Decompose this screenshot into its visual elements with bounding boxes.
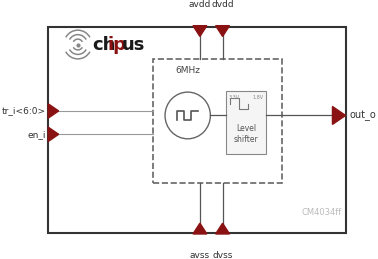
- Text: tr_i<6:0>: tr_i<6:0>: [2, 106, 46, 116]
- Text: CM4034ff: CM4034ff: [302, 208, 342, 217]
- Text: us: us: [121, 35, 145, 54]
- Bar: [48, 27, 346, 233]
- Text: 3.3V: 3.3V: [229, 95, 240, 100]
- Polygon shape: [193, 26, 207, 37]
- Text: ip: ip: [107, 35, 127, 54]
- Text: Level: Level: [236, 124, 256, 133]
- Text: 1.8V: 1.8V: [253, 95, 263, 100]
- Text: ch: ch: [92, 35, 115, 54]
- Text: dvss: dvss: [212, 251, 233, 259]
- Bar: [226, 91, 266, 154]
- Polygon shape: [48, 104, 59, 118]
- Polygon shape: [215, 26, 229, 37]
- Polygon shape: [333, 106, 345, 124]
- Text: avss: avss: [190, 251, 210, 259]
- Text: dvdd: dvdd: [211, 0, 234, 9]
- Polygon shape: [215, 223, 229, 234]
- Bar: [153, 59, 282, 183]
- Polygon shape: [48, 127, 59, 141]
- Text: avdd: avdd: [189, 0, 211, 9]
- Text: shifter: shifter: [234, 135, 259, 144]
- Polygon shape: [193, 223, 207, 234]
- Text: en_i: en_i: [27, 130, 46, 139]
- Text: 6MHz: 6MHz: [175, 66, 200, 75]
- Text: out_o: out_o: [350, 110, 376, 121]
